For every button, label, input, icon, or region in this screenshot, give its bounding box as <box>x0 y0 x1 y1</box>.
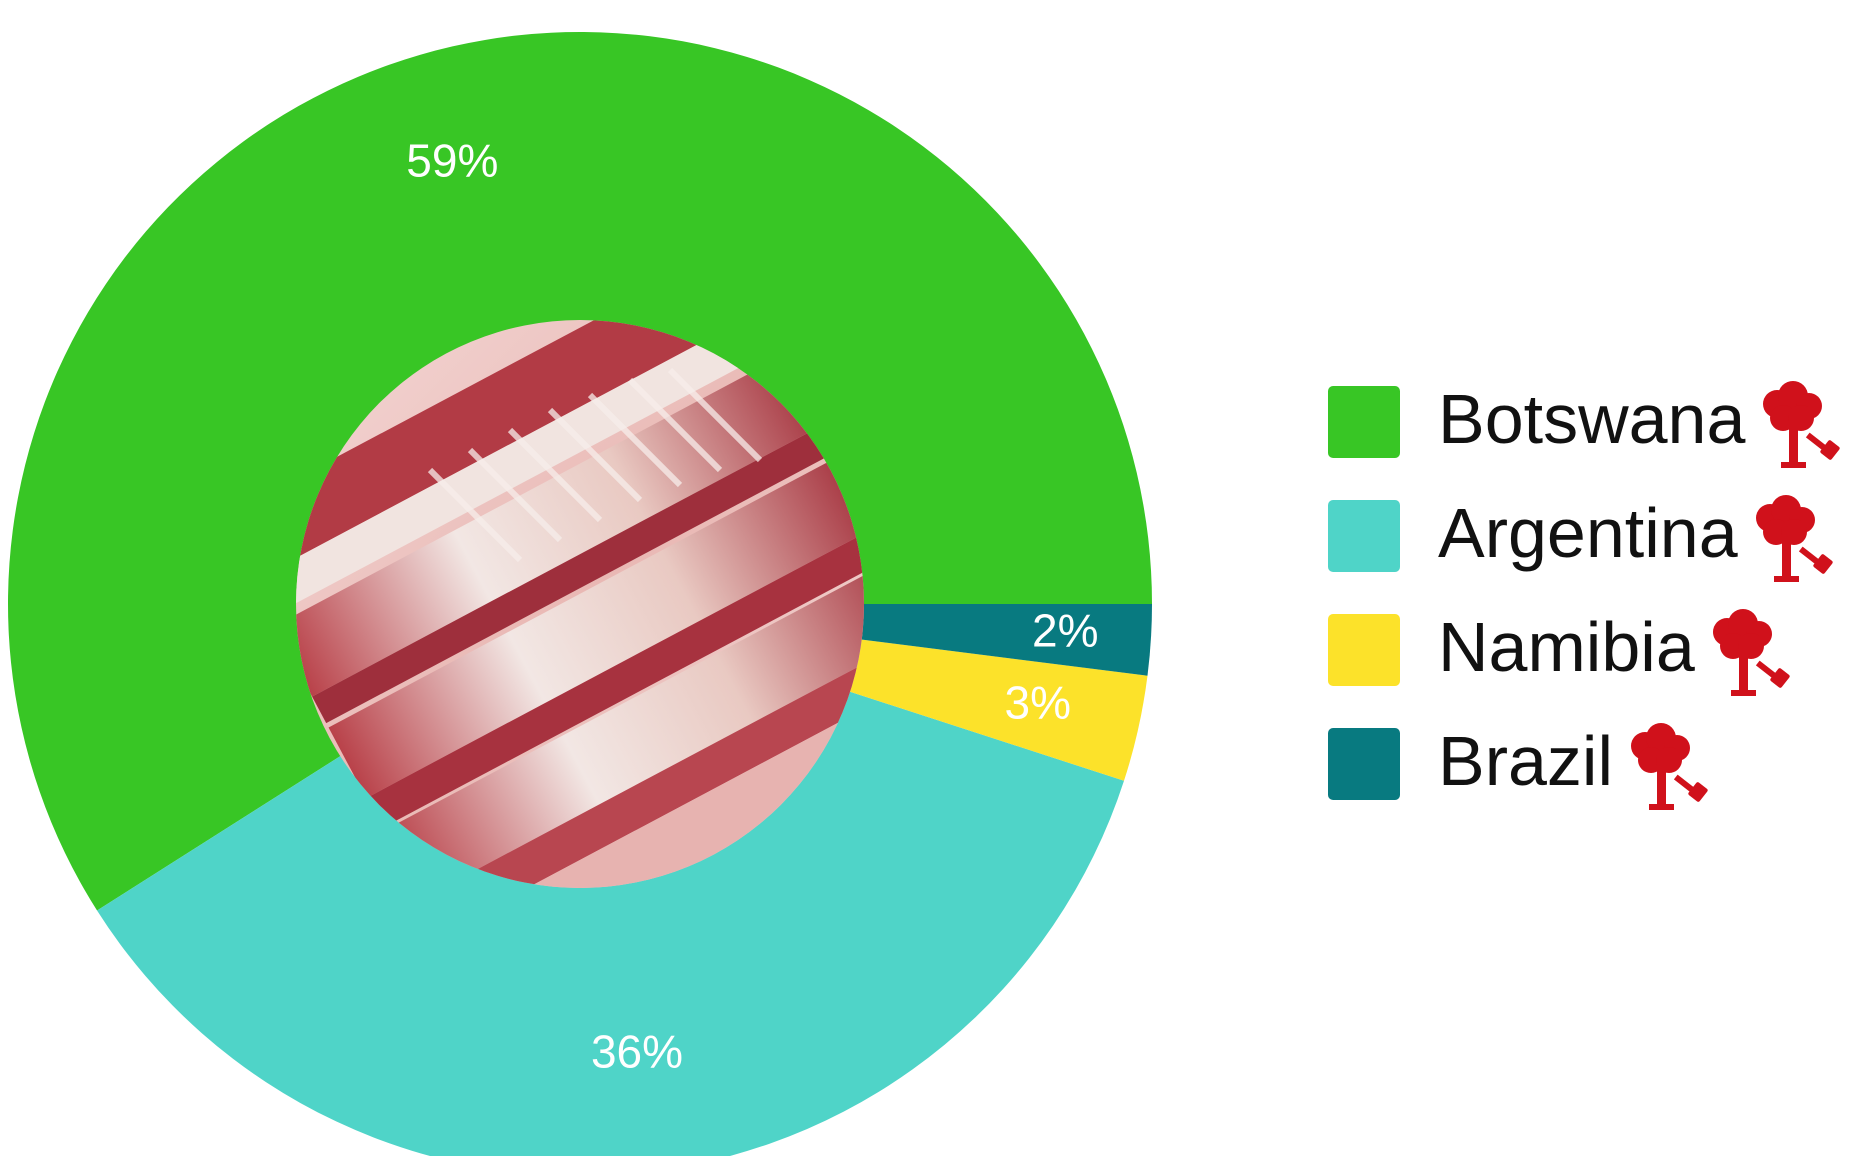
legend-item-botswana: Botswana <box>1328 380 1868 500</box>
tree-axe-icon <box>1755 495 1833 582</box>
tree-axe-icon <box>1712 609 1790 696</box>
legend-swatch-botswana <box>1328 386 1400 458</box>
legend-item-namibia: Namibia <box>1328 608 1868 728</box>
legend: Botswana Argentina <box>1328 380 1868 842</box>
tree-axe-icon <box>1763 381 1841 468</box>
legend-swatch-argentina <box>1328 500 1400 572</box>
slice-label-botswana: 59% <box>406 135 498 187</box>
legend-swatch-brazil <box>1328 728 1400 800</box>
slice-label-brazil: 2% <box>1032 605 1098 657</box>
tree-axe-icon <box>1631 723 1708 810</box>
legend-label-brazil: Brazil <box>1438 722 1614 800</box>
legend-label-botswana: Botswana <box>1438 380 1746 458</box>
slice-label-argentina: 36% <box>591 1025 683 1077</box>
legend-item-brazil: Brazil <box>1328 722 1868 842</box>
slice-labels: 59% 36% 3% 2% <box>406 135 1098 1078</box>
slice-label-namibia: 3% <box>1005 676 1071 728</box>
legend-item-argentina: Argentina <box>1328 494 1868 614</box>
legend-label-argentina: Argentina <box>1438 494 1738 572</box>
legend-label-namibia: Namibia <box>1438 608 1695 686</box>
legend-swatch-namibia <box>1328 614 1400 686</box>
